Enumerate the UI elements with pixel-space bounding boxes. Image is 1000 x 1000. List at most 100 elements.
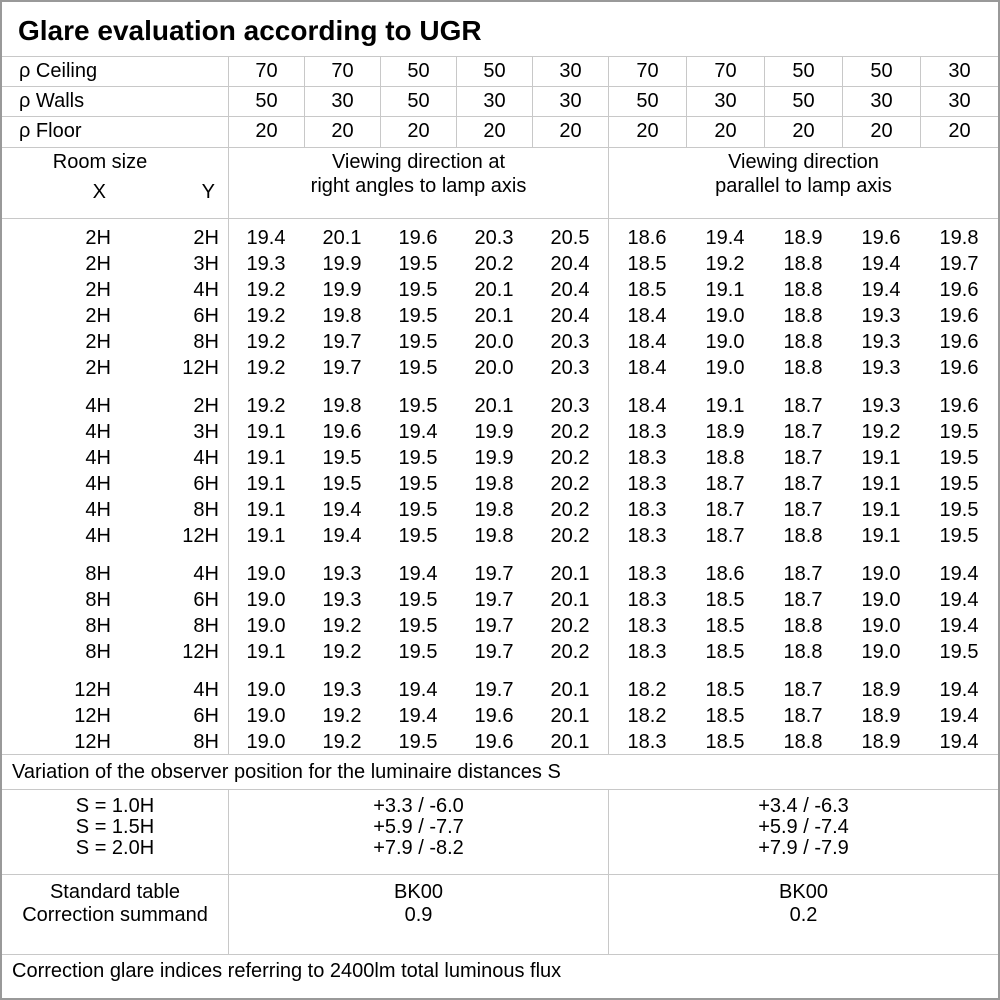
right-angles-header-line2: right angles to lamp axis <box>310 175 527 197</box>
room-y-value: 8H <box>193 499 219 521</box>
ugr-value: 18.3 <box>627 615 667 637</box>
ugr-value: 19.4 <box>939 589 979 611</box>
room-x-value: 4H <box>85 395 111 417</box>
ugr-value: 18.8 <box>783 615 823 637</box>
ugr-value: 19.4 <box>939 563 979 585</box>
reflectance-value: 70 <box>304 57 380 86</box>
ugr-value: 19.5 <box>398 615 438 637</box>
ugr-value: 19.4 <box>398 563 438 585</box>
correction-summand-right-angles: 0.9 <box>404 904 433 926</box>
room-y-value: 8H <box>193 331 219 353</box>
ugr-value: 19.1 <box>861 499 901 521</box>
ugr-value: 20.2 <box>474 253 514 275</box>
ugr-row: 4H 8H 19.1 19.4 19.5 19.8 20.2 18.3 18.7 18.7 19.1… <box>2 497 998 523</box>
ugr-value: 19.1 <box>705 395 745 417</box>
correction-summand-parallel: 0.2 <box>789 904 818 926</box>
reflectance-value: 30 <box>304 87 380 116</box>
ugr-value: 20.1 <box>322 227 362 249</box>
ugr-value: 20.0 <box>474 357 514 379</box>
ugr-value: 18.7 <box>783 447 823 469</box>
ugr-row: 8H 6H 19.0 19.3 19.5 19.7 20.1 18.3 18.5 18.7 19.0… <box>2 587 998 613</box>
ugr-value: 18.8 <box>783 331 823 353</box>
reflectance-value: 70 <box>608 57 686 86</box>
ugr-row: 12H 6H 19.0 19.2 19.4 19.6 20.1 18.2 18.5 18.7 18.… <box>2 703 998 729</box>
ugr-value: 19.5 <box>398 499 438 521</box>
ugr-value: 18.5 <box>705 705 745 727</box>
ugr-value: 20.1 <box>550 589 590 611</box>
ugr-value: 19.5 <box>939 525 979 547</box>
ugr-value: 18.4 <box>627 395 667 417</box>
reflectance-value: 30 <box>532 57 608 86</box>
room-y-value: 3H <box>193 253 219 275</box>
ugr-value: 18.7 <box>783 499 823 521</box>
reflectance-value: 50 <box>456 57 532 86</box>
ugr-value: 19.9 <box>474 421 514 443</box>
ugr-value: 18.3 <box>627 563 667 585</box>
ugr-value: 19.1 <box>861 473 901 495</box>
ugr-value: 19.4 <box>398 705 438 727</box>
room-x-value: 2H <box>85 331 111 353</box>
ugr-value: 19.4 <box>246 227 286 249</box>
ugr-value: 20.2 <box>550 421 590 443</box>
ugr-value: 18.7 <box>783 421 823 443</box>
ugr-value: 18.9 <box>861 731 901 753</box>
reflectance-value: 30 <box>920 87 998 116</box>
ugr-value: 19.2 <box>246 395 286 417</box>
ugr-value: 19.2 <box>322 705 362 727</box>
reflectance-value: 20 <box>920 117 998 147</box>
ugr-value: 20.1 <box>550 563 590 585</box>
reflectance-value: 30 <box>920 57 998 86</box>
ugr-value: 19.8 <box>474 473 514 495</box>
ugr-value: 19.6 <box>939 305 979 327</box>
ugr-value: 19.3 <box>322 563 362 585</box>
vertical-divider <box>228 219 229 754</box>
ugr-value: 18.3 <box>627 447 667 469</box>
ugr-value: 19.2 <box>322 615 362 637</box>
ugr-value: 18.9 <box>783 227 823 249</box>
ugr-value: 18.5 <box>627 253 667 275</box>
ugr-value: 19.0 <box>246 615 286 637</box>
ugr-value: 19.1 <box>246 421 286 443</box>
room-x-value: 2H <box>85 227 111 249</box>
ugr-value: 19.3 <box>322 679 362 701</box>
ugr-value: 19.6 <box>939 279 979 301</box>
group-gap <box>2 549 998 561</box>
reflectance-label: ρ Floor <box>19 120 82 142</box>
ugr-row: 4H 3H 19.1 19.6 19.4 19.9 20.2 18.3 18.9 18.7 19.2… <box>2 419 998 445</box>
group-gap <box>2 665 998 677</box>
ugr-value: 19.1 <box>705 279 745 301</box>
ugr-value: 20.2 <box>550 447 590 469</box>
ugr-value: 19.5 <box>939 473 979 495</box>
ugr-row: 8H 12H 19.1 19.2 19.5 19.7 20.2 18.3 18.5 18.8 19.… <box>2 639 998 665</box>
room-x-value: 8H <box>85 563 111 585</box>
ugr-value: 19.0 <box>705 357 745 379</box>
ugr-value: 19.2 <box>705 253 745 275</box>
group-gap <box>2 381 998 393</box>
ugr-value: 19.3 <box>861 331 901 353</box>
ugr-value: 19.4 <box>705 227 745 249</box>
standard-table-label: Standard table <box>49 881 181 903</box>
ugr-row: 12H 8H 19.0 19.2 19.5 19.6 20.1 18.3 18.5 18.8 18.… <box>2 729 998 755</box>
ugr-value: 20.4 <box>550 305 590 327</box>
ugr-value: 19.3 <box>322 589 362 611</box>
ugr-row: 2H 8H 19.2 19.7 19.5 20.0 20.3 18.4 19.0 18.8 19.3… <box>2 329 998 355</box>
ugr-value: 19.3 <box>861 395 901 417</box>
s-variation-table: S = 1.0H S = 1.5H S = 2.0H +3.3 / -6.0 +5.9… <box>2 790 998 875</box>
ugr-value: 19.0 <box>861 615 901 637</box>
page-title: Glare evaluation according to UGR <box>18 15 482 46</box>
reflectance-value: 30 <box>532 87 608 116</box>
room-y-value: 2H <box>193 395 219 417</box>
ugr-value: 19.0 <box>705 305 745 327</box>
parallel-header-line2: parallel to lamp axis <box>715 175 892 197</box>
ugr-value: 19.7 <box>474 641 514 663</box>
ugr-value: 19.8 <box>322 395 362 417</box>
ugr-value: 18.3 <box>627 731 667 753</box>
ugr-value: 19.5 <box>398 589 438 611</box>
right-angles-header-line1: Viewing direction at <box>331 151 506 173</box>
ugr-value: 20.1 <box>474 395 514 417</box>
ugr-value: 19.1 <box>246 499 286 521</box>
ugr-value: 19.1 <box>246 525 286 547</box>
ugr-value: 19.5 <box>398 253 438 275</box>
room-x-value: 4H <box>85 421 111 443</box>
